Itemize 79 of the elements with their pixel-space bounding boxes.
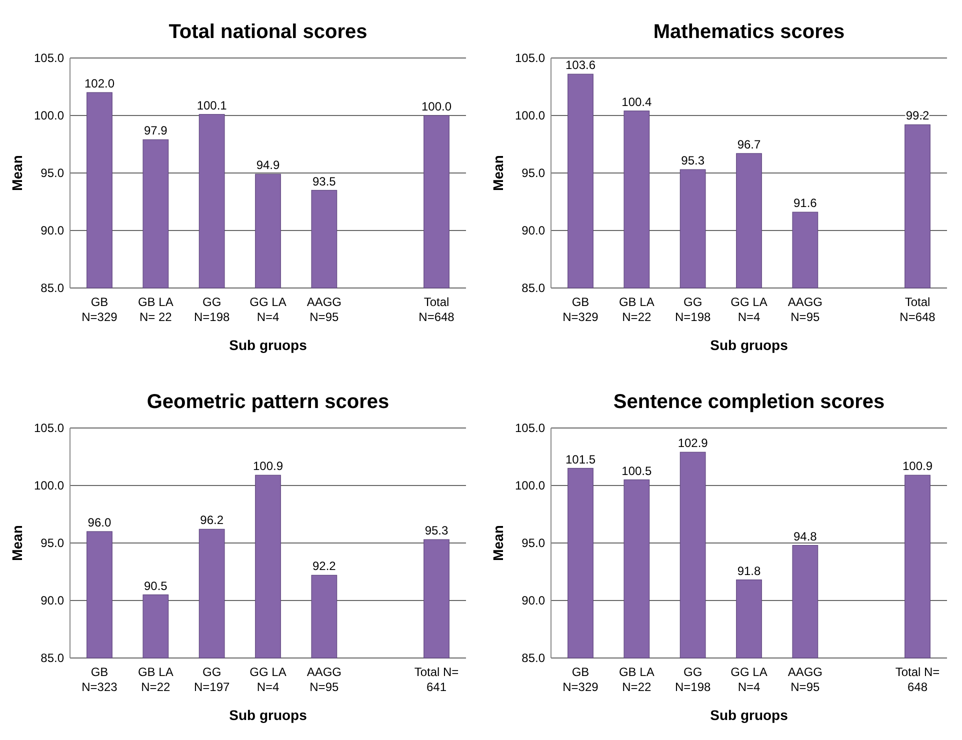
y-tick-label: 90.0 (40, 594, 64, 608)
x-tick-label: GG N=197 (194, 665, 230, 694)
x-tick-label: Total N= 641 (414, 665, 459, 694)
data-label: 100.4 (622, 94, 652, 109)
x-tick-label: Total N=648 (418, 295, 455, 324)
chart-title: Sentence completion scores (613, 391, 885, 413)
y-tick-label: 105.0 (514, 51, 546, 66)
x-tick-label: AAGG N=95 (788, 665, 823, 694)
x-tick-label: GB LA N=22 (618, 295, 654, 324)
x-tick-label: AAGG N=95 (306, 295, 342, 324)
x-tick-label: GB LA N=22 (138, 665, 174, 694)
y-tick-label: 95.0 (40, 536, 64, 550)
data-label: 100.9 (252, 459, 284, 474)
x-tick-label: AAGG N=95 (788, 295, 823, 324)
y-tick-label: 90.0 (522, 224, 546, 238)
data-label: 101.5 (565, 452, 596, 466)
y-axis-title: Mean (490, 525, 506, 561)
data-label: 92.2 (312, 559, 336, 574)
x-tick-label: GB N=323 (82, 665, 118, 694)
x-tick-label: GG N=198 (194, 295, 230, 324)
y-tick-label: 100.0 (34, 108, 64, 123)
y-tick-label: 85.0 (522, 651, 546, 666)
x-tick-label: GB N=329 (562, 665, 599, 694)
data-label: 94.9 (256, 158, 280, 172)
y-tick-label: 85.0 (522, 281, 546, 296)
x-tick-label: GG LA N=4 (730, 295, 768, 324)
x-tick-label: GB LA N= 22 (138, 295, 174, 324)
x-tick-label: GG LA N=4 (250, 295, 286, 324)
y-tick-label: 95.0 (40, 166, 64, 180)
data-label: 95.3 (681, 154, 705, 168)
x-tick-label: GB N=329 (82, 295, 118, 324)
x-tick-label: GB LA N=22 (618, 665, 654, 694)
x-tick-label: Total N=648 (900, 295, 936, 324)
y-tick-label: 85.0 (40, 651, 64, 666)
data-label: 103.6 (565, 58, 596, 72)
x-tick-label: AAGG N=95 (306, 665, 342, 694)
y-axis-title: Mean (490, 155, 506, 191)
x-axis-title: Sub gruops (229, 337, 308, 353)
y-tick-label: 105.0 (34, 421, 64, 436)
y-tick-label: 100.0 (514, 108, 546, 123)
x-axis-title: Sub gruops (229, 707, 308, 723)
data-label: 100.1 (196, 98, 228, 112)
y-tick-label: 105.0 (514, 421, 546, 436)
y-tick-label: 90.0 (522, 594, 546, 608)
x-tick-label: GG N=198 (674, 295, 711, 324)
x-tick-label: Total N= 648 (895, 665, 940, 694)
chart-title: Total national scores (168, 21, 368, 43)
chart-title: Geometric pattern scores (146, 391, 390, 413)
x-tick-label: GB N=329 (562, 295, 599, 324)
y-tick-label: 95.0 (522, 166, 546, 180)
y-tick-label: 105.0 (34, 51, 64, 66)
x-tick-label: GG N=198 (674, 665, 711, 694)
x-axis-title: Sub gruops (710, 337, 788, 353)
data-label: 93.5 (312, 174, 336, 188)
y-axis-title: Mean (9, 525, 25, 561)
data-label: 102.9 (678, 436, 708, 450)
y-tick-label: 100.0 (514, 478, 546, 493)
data-label: 100.5 (622, 464, 652, 478)
data-label: 91.6 (793, 196, 818, 210)
data-label: 96.7 (737, 137, 761, 152)
chart-title: Mathematics scores (653, 21, 845, 43)
y-tick-label: 100.0 (34, 478, 64, 493)
x-tick-label: GG LA N=4 (250, 665, 286, 694)
x-tick-label: GG LA N=4 (730, 665, 768, 694)
y-axis-title: Mean (9, 155, 25, 191)
data-label: 94.8 (793, 529, 818, 544)
y-tick-label: 85.0 (40, 281, 64, 296)
data-label: 97.9 (144, 124, 168, 138)
data-label: 91.8 (737, 564, 761, 578)
y-tick-label: 90.0 (40, 224, 64, 238)
data-label: 96.0 (88, 516, 112, 530)
data-label: 102.0 (84, 76, 115, 90)
x-axis-title: Sub gruops (710, 707, 788, 723)
data-label: 95.3 (424, 524, 449, 538)
data-label: 96.2 (200, 513, 224, 528)
data-label: 100.0 (421, 100, 452, 114)
data-label: 100.9 (902, 459, 933, 474)
data-label: 90.5 (144, 578, 168, 593)
y-tick-label: 95.0 (522, 536, 546, 550)
